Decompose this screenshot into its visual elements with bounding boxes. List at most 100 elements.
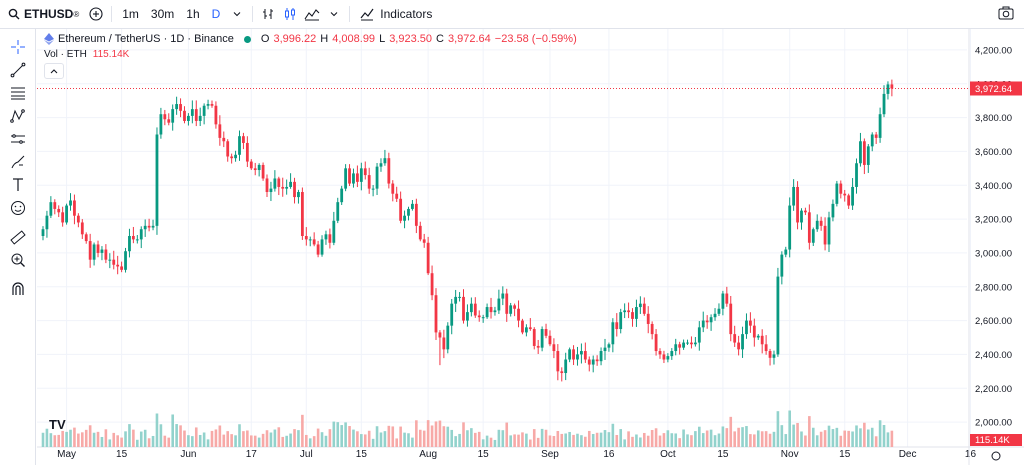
- candle-body: [155, 134, 159, 226]
- projection-tool[interactable]: [5, 127, 31, 150]
- volume-bar: [246, 430, 249, 447]
- magnet-icon: [11, 281, 24, 295]
- candle-body: [733, 334, 737, 343]
- volume-bar: [481, 439, 485, 447]
- candle-body: [308, 239, 312, 241]
- pattern-tool[interactable]: [5, 104, 31, 127]
- volume-bar: [639, 437, 642, 447]
- volume-bar: [532, 429, 536, 447]
- volume-bar: [470, 428, 473, 447]
- candles-button[interactable]: [279, 0, 301, 28]
- collapse-legend-button[interactable]: [44, 63, 64, 79]
- candle-body: [870, 134, 874, 147]
- candle-body: [583, 351, 587, 360]
- timeframe-dropdown[interactable]: [226, 0, 248, 28]
- ethereum-logo-icon: [44, 33, 54, 45]
- candle-body: [454, 296, 458, 304]
- fib-lines-icon: [10, 87, 25, 99]
- candle-body: [312, 239, 316, 245]
- candle-body: [768, 351, 772, 358]
- volume-bar: [552, 436, 556, 447]
- candle-body: [206, 104, 210, 106]
- emoji-tool[interactable]: [5, 196, 31, 219]
- candle-body: [469, 303, 473, 313]
- candle-body: [662, 354, 666, 360]
- timeframe-1m[interactable]: 1m: [122, 7, 139, 21]
- volume-bar: [96, 431, 100, 447]
- candle-body: [249, 161, 253, 169]
- volume-bar: [772, 431, 776, 447]
- volume-bar: [108, 439, 112, 447]
- compare-button[interactable]: [85, 0, 107, 28]
- candle-body: [352, 173, 355, 184]
- candle-body: [112, 259, 116, 265]
- volume-bar: [41, 432, 45, 447]
- candle-body: [532, 329, 536, 346]
- volume-bar: [454, 436, 457, 447]
- candle-body: [179, 104, 182, 111]
- volume-bar: [308, 438, 312, 447]
- text-tool[interactable]: [5, 173, 31, 196]
- candle-body: [572, 349, 575, 360]
- magnet-tool[interactable]: [5, 277, 31, 300]
- volume-bar: [183, 430, 186, 447]
- volume-bar: [320, 432, 324, 447]
- timeframe-d[interactable]: D: [211, 7, 221, 21]
- fib-tool[interactable]: [5, 81, 31, 104]
- volume-bar: [65, 431, 68, 447]
- candle-body: [379, 163, 383, 167]
- timeframe-30m[interactable]: 30m: [150, 7, 175, 21]
- candle-body: [222, 137, 226, 142]
- candle-body: [151, 225, 155, 228]
- candle-body: [650, 323, 654, 335]
- candle-body: [442, 337, 446, 350]
- volume-value-label: 115.14K: [975, 435, 1010, 446]
- candle-body: [245, 142, 249, 162]
- brush-tool[interactable]: [5, 150, 31, 173]
- volume-bar: [81, 432, 84, 447]
- symbol-search[interactable]: ETHUSD ®: [0, 0, 85, 28]
- volume-bar: [686, 434, 689, 447]
- area-style-button[interactable]: [301, 0, 323, 28]
- candle-body: [171, 109, 175, 123]
- candle-body: [595, 359, 599, 362]
- volume-bar: [297, 430, 300, 447]
- candle-body: [92, 244, 96, 260]
- candle-body: [399, 198, 403, 221]
- zoom-tool[interactable]: [5, 248, 31, 271]
- time-tick-label: Dec: [899, 449, 917, 460]
- volume-bar: [631, 436, 634, 447]
- brush-icon: [11, 155, 24, 168]
- candle-body: [49, 202, 53, 216]
- volume-bar: [387, 425, 391, 447]
- volume-bar: [289, 433, 292, 447]
- timeframe-1h[interactable]: 1h: [186, 7, 200, 21]
- volume-bar: [352, 429, 355, 447]
- candle-body: [163, 114, 167, 120]
- candle-body: [88, 241, 92, 260]
- bar-style-button[interactable]: [257, 0, 279, 28]
- measure-tool[interactable]: [5, 225, 31, 248]
- volume-bar: [155, 413, 159, 447]
- volume-bar: [808, 416, 811, 447]
- candle-body: [599, 351, 603, 362]
- candle-body: [827, 217, 831, 245]
- candle-body: [752, 325, 756, 338]
- crosshair-tool[interactable]: [5, 35, 31, 58]
- indicators-button[interactable]: Indicators: [354, 0, 438, 28]
- price-chart[interactable]: 2,000.00 2,200.00 2,400.00 2,600.00 2,800.00…: [37, 29, 1024, 465]
- volume-bar: [143, 429, 147, 447]
- candle-body: [489, 307, 493, 313]
- volume-bar: [863, 422, 866, 447]
- volume-bar: [210, 430, 214, 447]
- volume-bar: [281, 436, 285, 447]
- candle-body: [411, 203, 414, 209]
- volume-value: 115.14K: [92, 49, 130, 60]
- candle-body: [780, 254, 784, 277]
- candle-body: [104, 249, 108, 260]
- volume-bar: [851, 431, 854, 447]
- candle-body: [69, 200, 72, 206]
- screenshot-button[interactable]: [998, 6, 1014, 23]
- trend-line-tool[interactable]: [5, 58, 31, 81]
- chart-type-dropdown[interactable]: [323, 0, 345, 28]
